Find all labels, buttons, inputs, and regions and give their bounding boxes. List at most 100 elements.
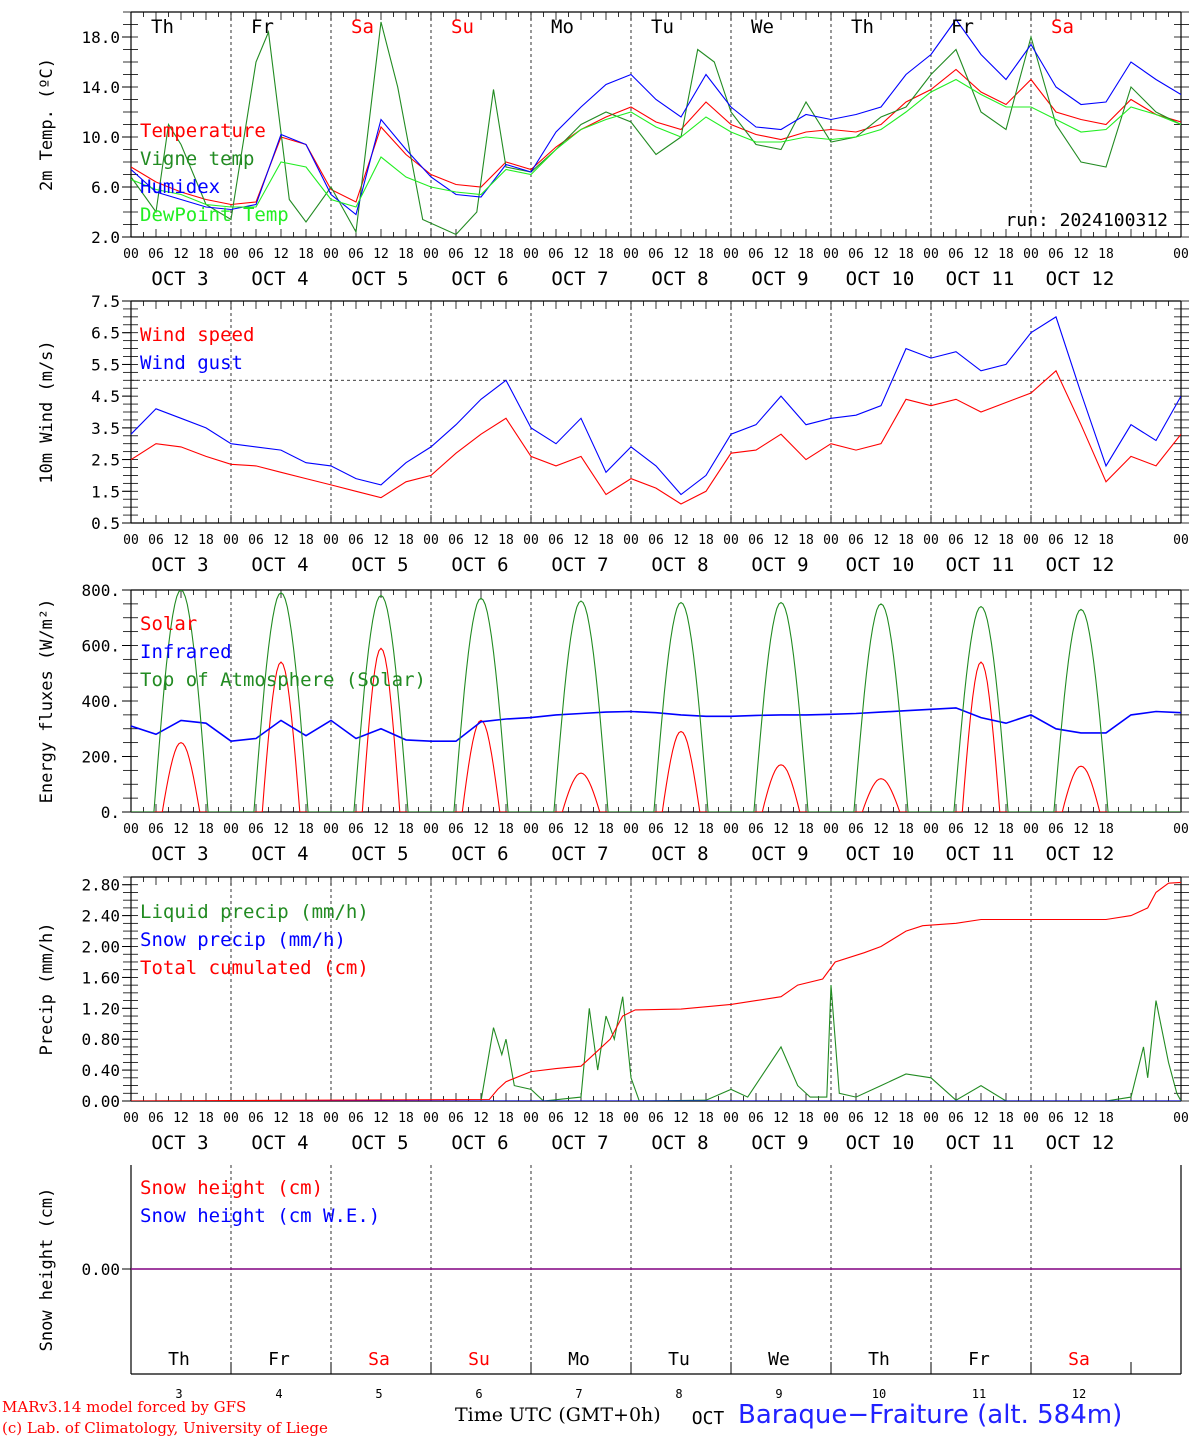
x-hour-label: 06 — [348, 247, 364, 262]
x-date-label: OCT 8 — [651, 268, 708, 290]
legend-entry: Solar — [140, 613, 197, 635]
x-hour-label: 00 — [223, 822, 239, 837]
x-date-label: OCT 6 — [451, 1132, 508, 1154]
x-date-label: OCT 7 — [551, 843, 608, 865]
x-hour-label: 00 — [823, 533, 839, 548]
series-line-wind-gust — [131, 316, 1181, 496]
x-date-label: OCT 11 — [946, 268, 1015, 290]
x-hour-label: 00 — [1023, 822, 1039, 837]
x-hour-label: 12 — [673, 247, 689, 262]
legend-entry: Wind gust — [140, 352, 243, 374]
y-axis-label: Energy fluxes (W/m²) — [37, 599, 57, 804]
series-group — [131, 316, 1181, 505]
x-hour-label: 00 — [423, 822, 439, 837]
y-tick-label: 1.5 — [91, 482, 120, 501]
x-hour-label: 18 — [798, 247, 814, 262]
bottom-day-number: 10 — [872, 1387, 886, 1401]
x-hour-label: 00 — [1173, 822, 1189, 837]
panel-5 — [122, 1165, 1182, 1375]
x-date-label: OCT 11 — [946, 843, 1015, 865]
series-line-top-of-atmosphere-solar- — [131, 590, 1181, 812]
x-hour-label: 12 — [273, 247, 289, 262]
x-hour-label: 18 — [498, 1111, 514, 1126]
panel-1 — [122, 11, 1189, 238]
x-hour-label: 18 — [898, 533, 914, 548]
x-hour-label: 18 — [1098, 1111, 1114, 1126]
x-hour-label: 00 — [223, 247, 239, 262]
x-hour-label: 06 — [748, 247, 764, 262]
x-hour-label: 18 — [1098, 822, 1114, 837]
x-hour-label: 00 — [423, 533, 439, 548]
x-hour-label: 06 — [1048, 822, 1064, 837]
y-axis-label: 2m Temp. (ºC) — [37, 58, 57, 191]
y-tick-label: 6.0 — [91, 178, 120, 197]
y-tick-label: 4.5 — [91, 387, 120, 406]
x-date-label: OCT 4 — [251, 843, 308, 865]
x-hour-label: 00 — [1173, 533, 1189, 548]
x-hour-label: 06 — [648, 1111, 664, 1126]
x-hour-label: 12 — [973, 533, 989, 548]
x-hour-label: 12 — [973, 247, 989, 262]
x-hour-label: 18 — [898, 247, 914, 262]
y-tick-label: 0.80 — [81, 1030, 120, 1049]
y-tick-label: 2.0 — [91, 228, 120, 247]
x-hour-label: 00 — [1173, 1111, 1189, 1126]
x-hour-label: 18 — [198, 1111, 214, 1126]
top-day-label: Tu — [651, 16, 674, 38]
top-day-label: Su — [451, 16, 474, 38]
bottom-day-label: Su — [468, 1349, 490, 1370]
x-hour-label: 12 — [173, 1111, 189, 1126]
bottom-day-number: 7 — [575, 1387, 582, 1401]
x-hour-label: 06 — [948, 533, 964, 548]
legend-entry: Infrared — [140, 641, 232, 663]
bottom-day-number: 3 — [175, 1387, 182, 1401]
x-hour-label: 12 — [473, 1111, 489, 1126]
x-hour-label: 12 — [973, 822, 989, 837]
x-hour-label: 18 — [198, 822, 214, 837]
x-date-label: OCT 12 — [1046, 843, 1115, 865]
x-hour-label: 12 — [473, 247, 489, 262]
legend-entry: Wind speed — [140, 324, 254, 346]
x-hour-label: 12 — [573, 533, 589, 548]
x-hour-label: 06 — [1048, 247, 1064, 262]
x-date-label: OCT 9 — [751, 554, 808, 576]
x-hour-label: 06 — [148, 247, 164, 262]
x-hour-label: 06 — [648, 247, 664, 262]
x-hour-label: 06 — [748, 822, 764, 837]
x-hour-label: 18 — [798, 533, 814, 548]
x-hour-label: 06 — [748, 1111, 764, 1126]
series-line-solar — [131, 647, 1181, 812]
top-day-label: Sa — [351, 16, 374, 38]
x-hour-label: 00 — [823, 1111, 839, 1126]
x-date-label: OCT 10 — [846, 268, 915, 290]
x-hour-label: 12 — [373, 247, 389, 262]
x-hour-label: 18 — [198, 247, 214, 262]
x-hour-label: 00 — [623, 1111, 639, 1126]
x-hour-label: 00 — [923, 822, 939, 837]
x-hour-label: 06 — [848, 1111, 864, 1126]
x-hour-label: 06 — [848, 822, 864, 837]
x-hour-label: 18 — [298, 822, 314, 837]
x-date-label: OCT 3 — [151, 1132, 208, 1154]
x-hour-label: 12 — [273, 533, 289, 548]
x-hour-label: 12 — [573, 247, 589, 262]
legend-entry: Snow height (cm) — [140, 1177, 323, 1199]
x-hour-label: 06 — [848, 533, 864, 548]
x-hour-label: 00 — [723, 1111, 739, 1126]
series-line-vigne-temp — [131, 21, 1181, 236]
x-hour-label: 00 — [523, 533, 539, 548]
x-date-label: OCT 6 — [451, 554, 508, 576]
x-hour-label: 12 — [873, 533, 889, 548]
x-date-label: OCT 11 — [946, 1132, 1015, 1154]
legend-entry: Vigne temp — [140, 148, 254, 170]
x-hour-label: 00 — [223, 1111, 239, 1126]
y-tick-label: 0.00 — [81, 1260, 120, 1279]
bottom-day-label: Fr — [968, 1349, 990, 1370]
bottom-day-number: 6 — [475, 1387, 482, 1401]
x-hour-label: 18 — [598, 247, 614, 262]
top-day-label: Th — [151, 16, 174, 38]
x-hour-label: 12 — [873, 822, 889, 837]
x-hour-label: 00 — [1023, 247, 1039, 262]
x-hour-label: 18 — [498, 822, 514, 837]
x-hour-label: 18 — [298, 1111, 314, 1126]
